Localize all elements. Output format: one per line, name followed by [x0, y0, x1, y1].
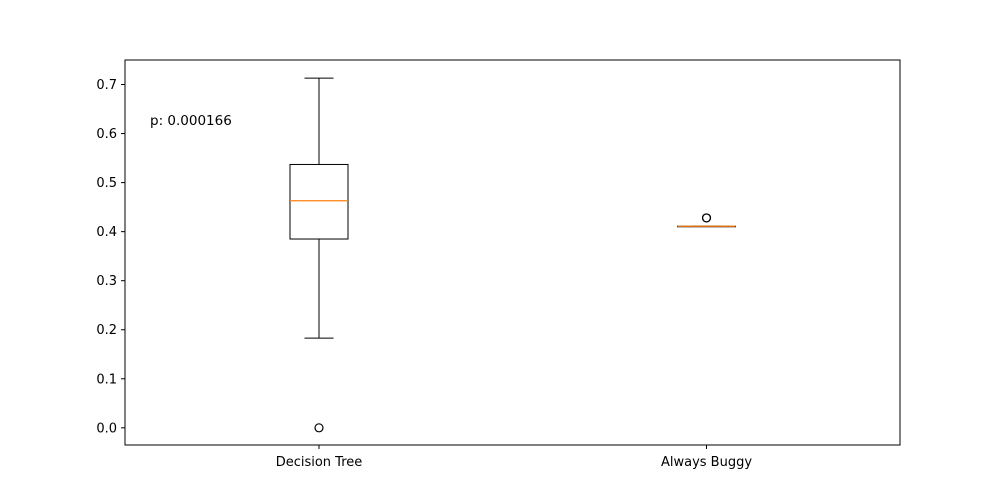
y-tick-label: 0.3: [96, 274, 117, 289]
axes-frame: [124, 59, 901, 446]
y-tick-label: 0.2: [96, 323, 117, 338]
outlier-point: [314, 423, 324, 433]
x-tick-label: Always Buggy: [661, 455, 752, 470]
iqr-box: [289, 163, 349, 240]
y-tick-label: 0.4: [96, 225, 117, 240]
y-axis: 0.0 0.1 0.2 0.3 0.4 0.5 0.6 0.7: [96, 78, 125, 436]
y-tick-label: 0.5: [96, 176, 117, 191]
outlier-point: [701, 213, 712, 223]
p-value-annotation: p: 0.000166: [150, 113, 232, 129]
y-tick-label: 0.7: [96, 78, 117, 93]
x-tick-label: Decision Tree: [276, 455, 363, 470]
x-axis: Decision Tree Always Buggy: [276, 445, 752, 470]
y-tick-label: 0.1: [96, 372, 117, 387]
box-decision-tree: [289, 77, 349, 433]
y-tick-label: 0.0: [96, 421, 117, 436]
box-always-buggy: [677, 213, 736, 228]
plot-area: [289, 77, 736, 433]
y-tick-label: 0.6: [96, 127, 117, 142]
